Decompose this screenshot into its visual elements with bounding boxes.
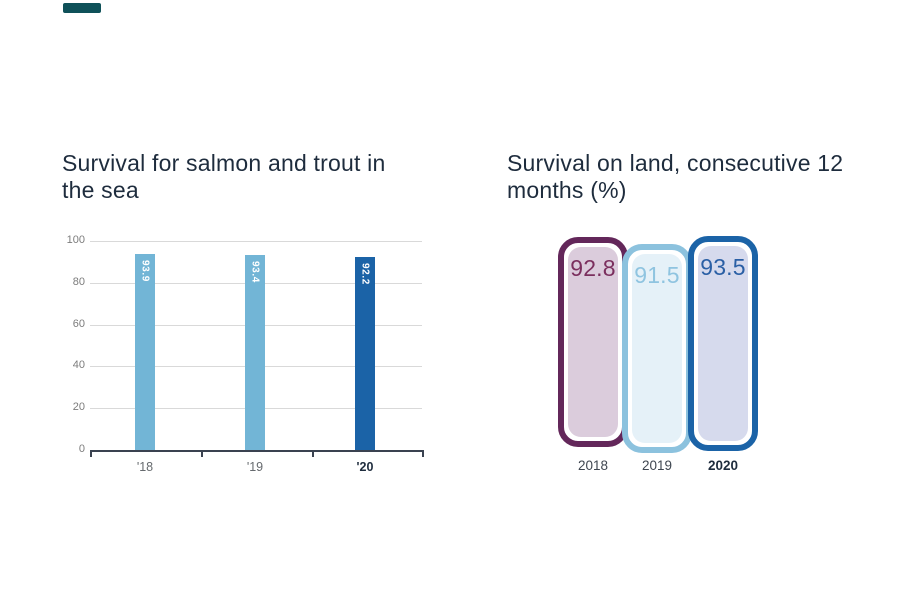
y-axis-tick-label: 80 [72,275,85,288]
x-axis-category-label: '19 [246,460,264,474]
sea-survival-bar-chart: 0 20 40 60 80 100 93.9 '18 93.4 '19 92.2 '20 [62,232,430,482]
logo-fragment [63,3,101,13]
x-axis-category-label: '18 [136,460,154,474]
bar-18: 93.9 [135,253,155,450]
card-fill [632,254,682,443]
card-year-label: 2020 [707,458,739,473]
x-axis-tick [312,450,314,457]
bar-value-label: 93.4 [249,260,261,283]
y-axis-tick-label: 60 [72,317,85,330]
card-value-label: 93.5 [700,254,746,280]
land-survival-card-chart: 92.8 2018 91.5 2019 93.5 2020 [507,232,837,482]
x-axis-tick [90,450,92,457]
card-value-label: 92.8 [570,255,616,281]
x-axis-tick [201,450,203,457]
card-fill [698,246,748,441]
x-axis-line [90,450,422,452]
x-axis-category-label: '20 [356,460,374,474]
y-axis-tick-label: 100 [66,234,85,246]
card-year-label: 2019 [641,458,673,473]
card-fill [568,247,618,437]
bar-19: 93.4 [245,254,265,450]
sea-survival-chart-title: Survival for salmon and trout in the sea [62,150,386,203]
year-card-2019: 91.5 [622,244,692,453]
y-axis-tick-label: 0 [78,443,85,455]
bar-value-label: 93.9 [139,259,151,282]
card-year-label: 2018 [577,458,609,473]
gridline [90,241,422,242]
land-survival-chart-title: Survival on land, consecutive 12 months … [507,150,844,203]
card-value-label: 91.5 [634,262,680,288]
bar-value-label: 92.2 [359,263,371,286]
x-axis-tick [422,450,424,457]
y-axis-tick-label: 20 [72,401,85,414]
bar-20: 92.2 [355,257,375,450]
year-card-2020: 93.5 [688,236,758,451]
y-axis-tick-label: 40 [72,359,85,372]
year-card-2018: 92.8 [558,237,628,447]
